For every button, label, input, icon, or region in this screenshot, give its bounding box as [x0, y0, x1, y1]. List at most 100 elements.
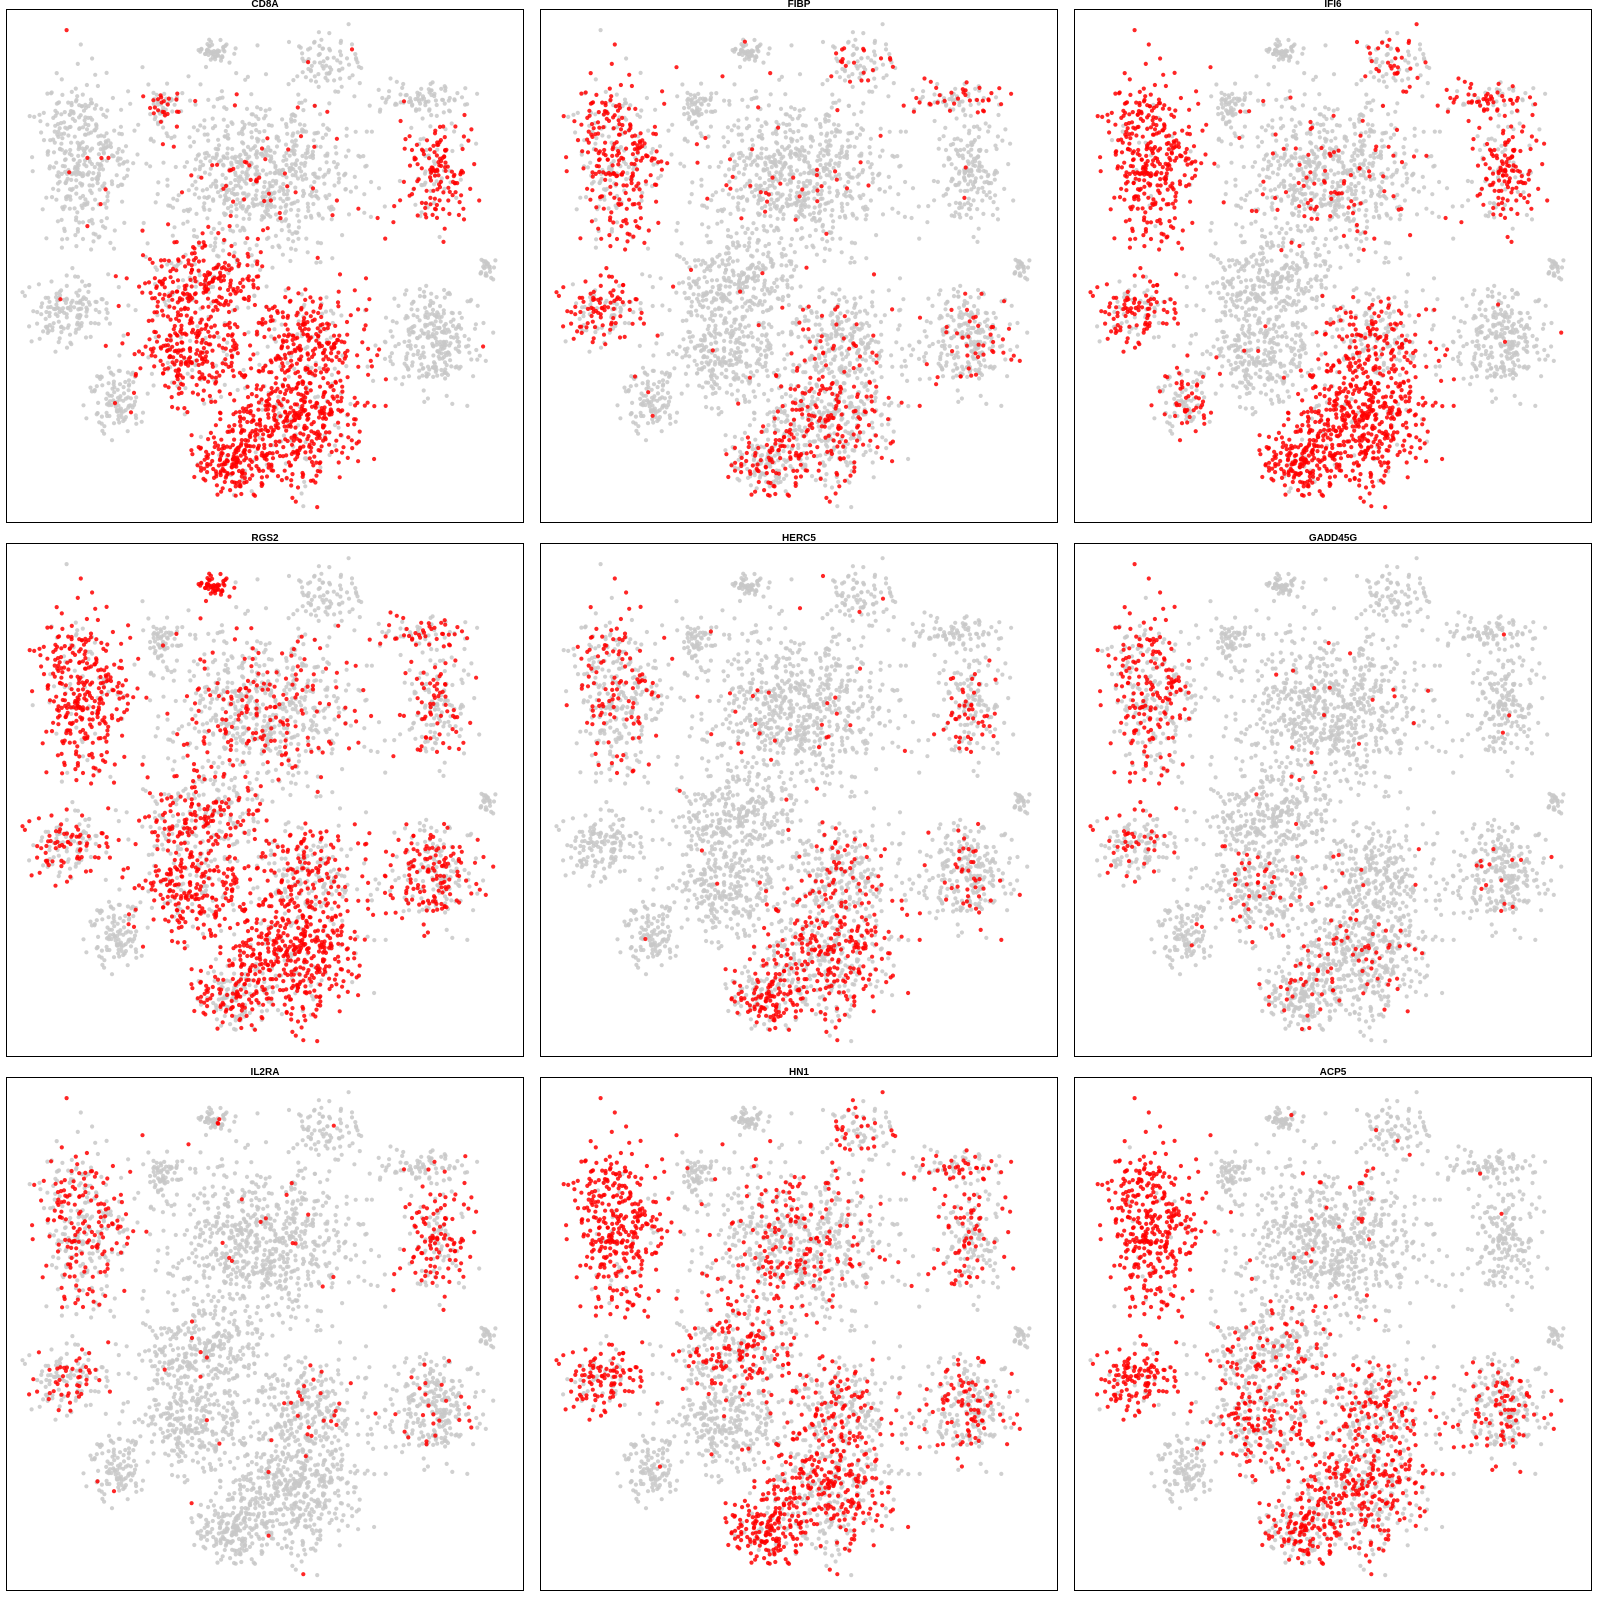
cell-point [833, 292, 838, 297]
cell-point [827, 173, 832, 178]
cell-point [189, 173, 194, 178]
cell-point [253, 193, 258, 198]
cell-point [807, 212, 813, 217]
cell-point [238, 185, 243, 190]
cell-point [222, 382, 227, 387]
cell-point [444, 371, 449, 376]
cell-point [242, 191, 247, 196]
cell-point [285, 131, 290, 136]
cell-point [78, 181, 83, 186]
cell-point [125, 332, 130, 337]
cell-point [228, 213, 233, 218]
cell-point [792, 267, 797, 272]
cell-point [51, 115, 56, 120]
cell-point [194, 186, 199, 191]
cell-point [290, 133, 295, 138]
cell-point [442, 154, 447, 159]
cell-point [227, 325, 233, 330]
cell-point [291, 78, 296, 83]
cell-point [75, 94, 80, 99]
cell-point [434, 202, 439, 208]
cell-point [266, 433, 271, 438]
cell-point [879, 332, 884, 337]
cell-point [94, 412, 99, 417]
cell-point [117, 382, 123, 387]
cell-point [135, 152, 140, 157]
cell-point [85, 200, 90, 205]
cell-point [417, 294, 423, 299]
cell-point [162, 258, 167, 263]
cell-point [431, 327, 436, 332]
cell-point [806, 150, 811, 155]
cell-point [580, 305, 585, 310]
cell-point [330, 256, 335, 261]
cell-point [90, 221, 95, 226]
cell-point [903, 364, 908, 369]
cell-point [393, 102, 398, 107]
cell-point [409, 301, 414, 306]
cell-point [826, 366, 831, 371]
cell-point [228, 299, 233, 304]
cell-point [121, 398, 126, 403]
cell-point [194, 211, 199, 216]
cell-point [253, 144, 258, 149]
cell-point [171, 327, 176, 332]
cell-point [155, 304, 160, 309]
cell-point [430, 80, 435, 85]
cell-point [128, 410, 134, 415]
cell-point [44, 195, 49, 200]
cell-point [451, 317, 456, 322]
cell-point [224, 190, 229, 195]
cell-point [59, 171, 64, 176]
cell-point [256, 116, 261, 122]
cell-point [624, 56, 629, 61]
cell-point [807, 233, 812, 238]
cell-point [810, 334, 816, 339]
cell-point [850, 211, 855, 216]
cell-point [338, 433, 343, 438]
cell-point [274, 144, 280, 149]
cell-point [235, 351, 240, 356]
cell-point [241, 284, 246, 289]
cell-point [320, 216, 325, 221]
cell-point [198, 465, 203, 470]
cell-point [176, 285, 181, 290]
cell-point [442, 295, 447, 300]
cell-point [133, 413, 138, 418]
cell-point [882, 401, 887, 407]
cell-point [123, 379, 128, 385]
cell-point [150, 296, 155, 301]
cell-point [916, 204, 921, 209]
cell-point [202, 282, 207, 287]
cell-point [459, 95, 465, 100]
cell-point [727, 284, 732, 289]
cell-point [856, 181, 861, 186]
cell-point [431, 143, 436, 148]
cell-point [818, 175, 823, 180]
cell-point [731, 195, 736, 200]
cell-point [461, 134, 466, 139]
cell-point [289, 113, 294, 118]
cell-point [363, 276, 369, 281]
cell-point [232, 103, 237, 108]
cell-point [209, 399, 214, 404]
cell-point [303, 75, 308, 80]
cell-point [303, 160, 308, 165]
cell-point [281, 181, 286, 187]
cell-point [83, 115, 88, 120]
cell-point [203, 64, 209, 70]
cell-point [253, 450, 258, 455]
cell-point [829, 335, 834, 340]
cell-point [274, 443, 279, 448]
cell-point [214, 363, 219, 368]
cell-point [295, 105, 300, 110]
cell-point [344, 364, 349, 369]
cell-point [95, 374, 100, 379]
cell-point [895, 154, 900, 159]
cell-point [248, 343, 253, 348]
cell-point [780, 330, 785, 335]
cell-point [759, 124, 764, 129]
cell-point [667, 308, 672, 313]
cell-point [206, 224, 211, 229]
cell-point [64, 297, 69, 302]
